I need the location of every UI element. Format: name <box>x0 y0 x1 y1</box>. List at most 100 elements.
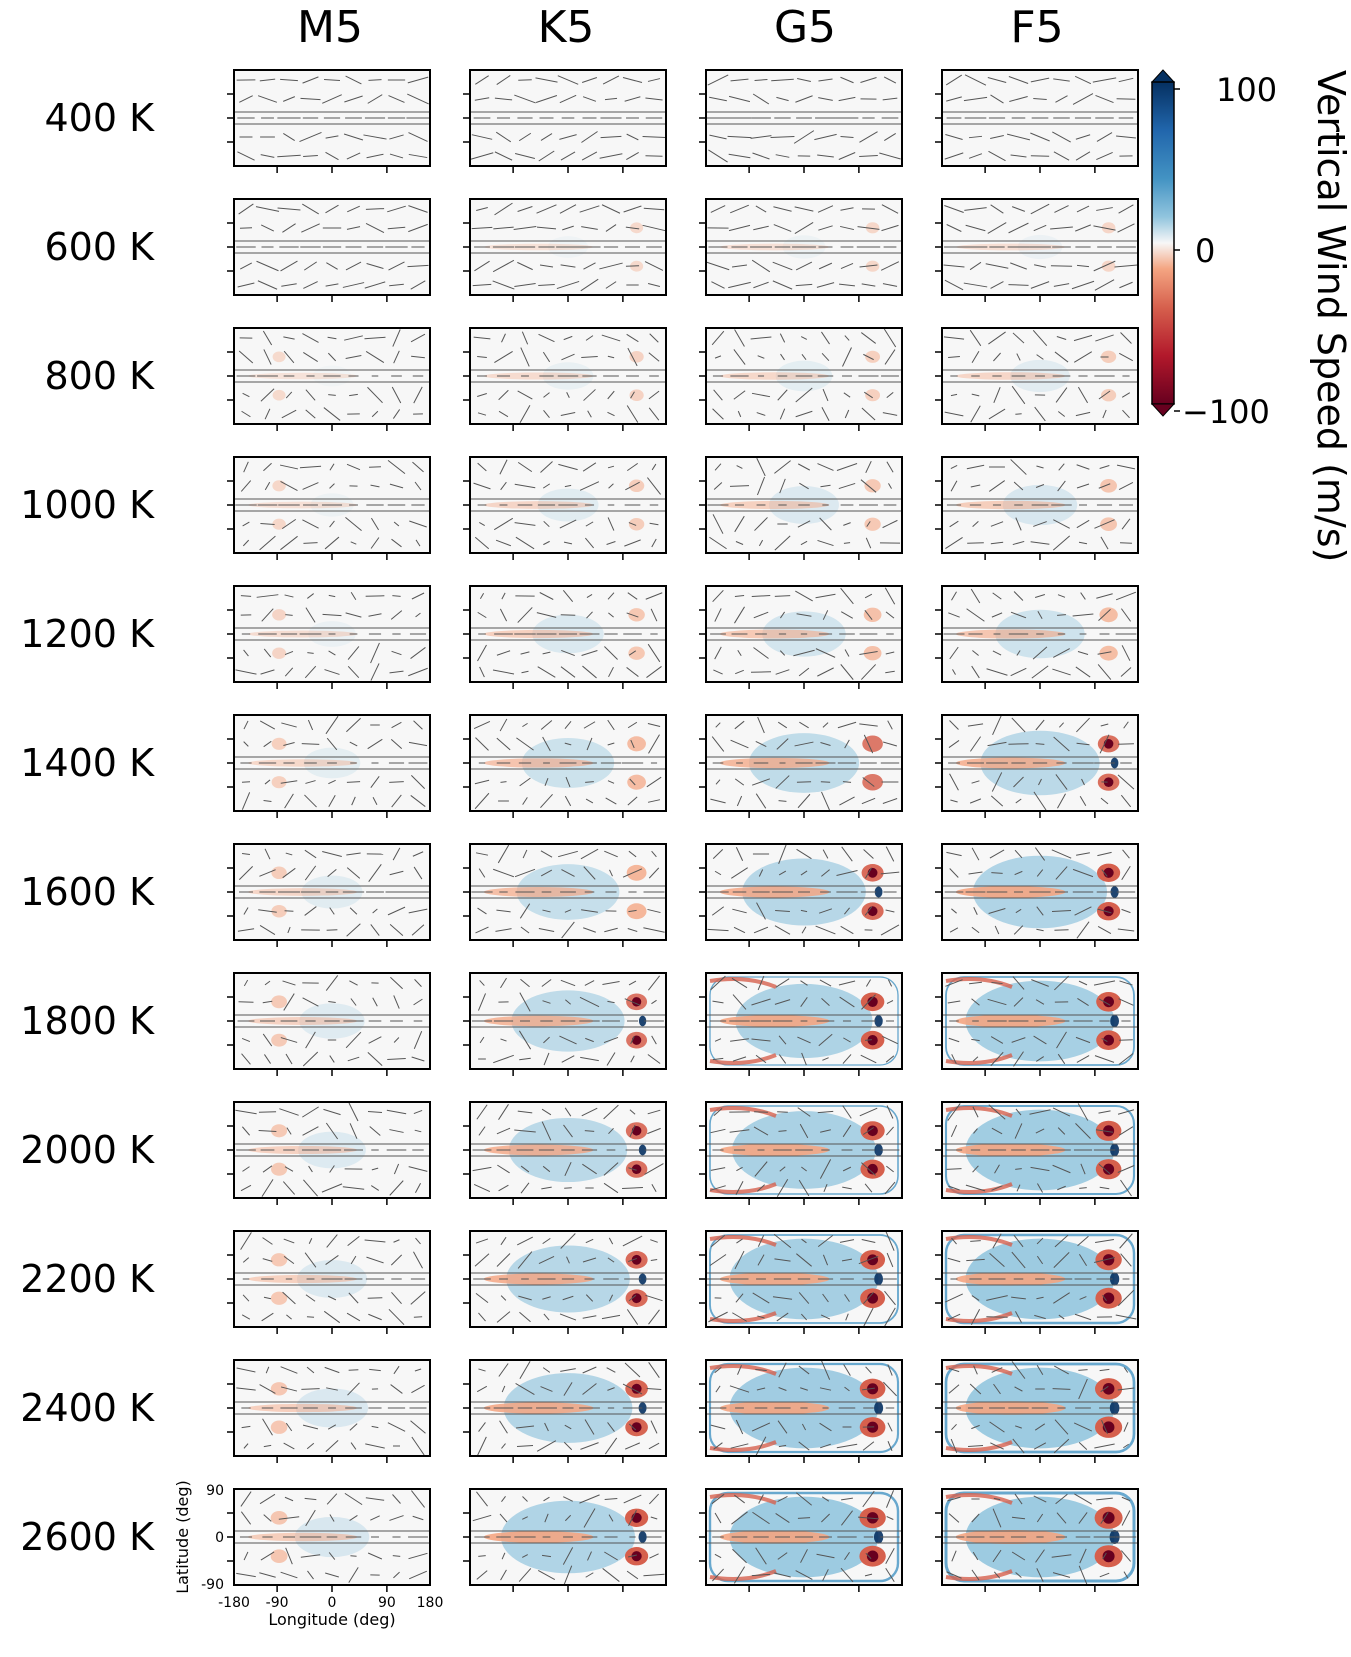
wind-arrow <box>968 871 983 875</box>
wind-arrow <box>729 1129 750 1133</box>
wind-arrow <box>1010 154 1027 158</box>
wind-arrow <box>585 1037 594 1043</box>
wind-arrow <box>518 132 532 142</box>
wind-arrow <box>365 208 385 210</box>
wind-arrow <box>393 1571 400 1579</box>
wind-arrow <box>796 1492 812 1506</box>
wind-arrow <box>711 1493 725 1505</box>
wind-arrow <box>496 75 511 85</box>
wind-arrow <box>258 909 277 913</box>
wind-arrow <box>470 152 494 160</box>
wind-arrow <box>1030 155 1050 157</box>
wind-arrow <box>516 1236 534 1246</box>
wind-arrow <box>541 1554 552 1558</box>
wind-arrow <box>367 94 383 104</box>
wind-arrow <box>778 1130 787 1132</box>
wind-arrow <box>1032 329 1048 347</box>
wind-arrow <box>750 671 772 673</box>
wind-arrow <box>755 741 767 747</box>
wind-arrow <box>237 928 255 932</box>
wind-arrow <box>1035 999 1045 1005</box>
wind-arrow <box>838 96 856 102</box>
wind-arrow <box>411 355 425 359</box>
wind-arrow <box>860 77 877 83</box>
wind-arrow <box>714 1366 722 1374</box>
wind-arrow <box>542 736 551 752</box>
wind-arrow <box>969 736 982 752</box>
wind-arrow <box>281 518 297 530</box>
panel-M5-600K <box>227 198 431 302</box>
wind-arrow <box>414 481 422 491</box>
wind-arrow <box>712 848 724 860</box>
wind-arrow <box>945 536 963 550</box>
wind-arrow <box>1116 464 1136 470</box>
wind-arrow <box>1057 1127 1066 1135</box>
wind-arrow <box>1119 281 1133 289</box>
wind-arrow <box>816 1553 835 1559</box>
wind-arrow <box>501 592 506 600</box>
wind-arrow <box>391 794 402 808</box>
hotspot-north <box>271 737 287 750</box>
wind-arrow <box>499 608 508 622</box>
panel-K5-1200K <box>463 585 667 689</box>
ytick-label: -90 <box>201 1577 224 1593</box>
wind-arrow <box>863 353 874 361</box>
wind-arrow <box>822 722 829 728</box>
wind-arrow <box>515 536 535 550</box>
wind-arrow <box>986 1295 1008 1301</box>
equatorial-streak <box>719 757 830 769</box>
wind-arrow <box>543 540 550 546</box>
wind-arrow <box>773 224 792 232</box>
wind-arrow <box>1014 849 1023 859</box>
hotspot-core-south <box>867 1292 879 1304</box>
wind-arrow <box>756 902 766 920</box>
wind-arrow <box>608 483 614 489</box>
wind-arrow <box>584 1419 595 1435</box>
wind-arrow <box>324 1366 340 1374</box>
wind-arrow <box>992 592 1002 600</box>
panel-M5-1600K <box>227 843 431 947</box>
wind-vectors <box>234 1102 430 1197</box>
wind-arrow <box>1075 411 1091 417</box>
wind-arrow <box>1094 1055 1115 1063</box>
wind-arrow <box>648 390 660 400</box>
wind-arrow <box>408 1570 428 1580</box>
wind-arrow <box>985 263 1009 269</box>
wind-arrow <box>477 392 487 398</box>
wind-arrow <box>756 1184 766 1192</box>
wind-arrow <box>411 1056 425 1062</box>
wind-arrow <box>1078 1442 1088 1450</box>
wind-arrow <box>1013 925 1024 935</box>
wind-arrow <box>301 1388 320 1390</box>
wind-arrow <box>479 522 485 526</box>
wind-arrow <box>885 1231 895 1251</box>
wind-arrow <box>255 206 280 212</box>
colorbar-extend-max <box>1150 69 1176 83</box>
downdraft-core <box>874 1272 884 1286</box>
wind-arrow <box>733 1566 746 1584</box>
panel-K5-1000K <box>463 456 667 560</box>
wind-arrow <box>606 1052 616 1066</box>
wind-arrow <box>1036 906 1044 916</box>
wind-arrow <box>285 1053 293 1065</box>
wind-arrow <box>1012 332 1025 344</box>
wind-arrow <box>280 1037 298 1043</box>
wind-arrow <box>240 1232 252 1250</box>
wind-arrow <box>306 1366 315 1374</box>
hotspot-core-south <box>866 1550 879 1562</box>
wind-arrow <box>367 386 383 404</box>
wind-arrow <box>242 1294 250 1302</box>
wind-vectors <box>234 591 430 681</box>
wind-arrow <box>800 870 808 876</box>
wind-vectors <box>706 74 902 163</box>
hotspot-south <box>864 517 881 531</box>
wind-arrow <box>563 1382 573 1396</box>
wind-arrow <box>778 844 787 864</box>
wind-arrow <box>714 1038 722 1042</box>
wind-arrow <box>840 611 854 619</box>
wind-arrow <box>838 482 856 490</box>
wind-arrow <box>989 1253 1005 1267</box>
wind-arrow <box>414 1368 422 1372</box>
wind-arrow <box>648 352 660 362</box>
hotspot-core-south <box>1103 1163 1115 1175</box>
